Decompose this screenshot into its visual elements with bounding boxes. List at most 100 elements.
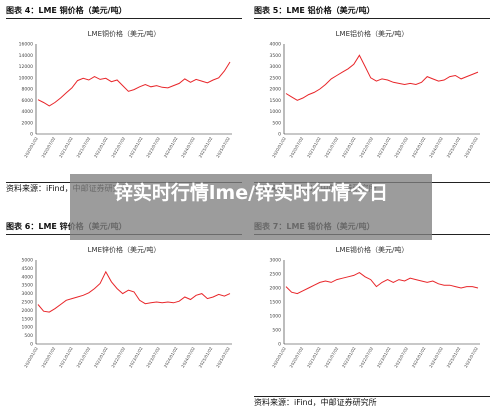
y-tick-label: 500 <box>272 120 281 126</box>
series-line <box>37 270 231 313</box>
x-tick-label: 2021/01/02 <box>58 346 74 369</box>
x-tick-label: 2020/07/02 <box>288 136 304 159</box>
line-chart: LME锌价格（美元/吨） 500045004000350030002500200… <box>22 245 232 369</box>
y-tick-label: 500 <box>24 333 33 339</box>
x-tick-label: 2025/07/02 <box>215 346 231 369</box>
figure-lme-zinc: 图表 6：LME 锌价格（美元/吨） LME锌价格（美元/吨） 5000 4500… <box>6 220 242 410</box>
y-tick-label: 3500 <box>22 283 34 289</box>
figure-lme-tin: 图表 7：LME 锡价格（美元/吨） LME锡价格（美元/吨） 30002500… <box>254 220 490 410</box>
x-tick-label: 2024/07/02 <box>180 346 196 369</box>
y-tick-label: 3000 <box>270 64 282 70</box>
x-tick-label: 2021/07/02 <box>323 136 339 159</box>
x-tick-label: 2023/01/02 <box>376 136 392 159</box>
y-tick-label: 500 <box>272 328 281 334</box>
y-tick-label: 0 <box>30 342 33 348</box>
y-tick-label: 0 <box>278 132 281 138</box>
x-tick-label: 2025/07/02 <box>463 136 479 159</box>
y-tick-label: 10000 <box>19 75 33 81</box>
y-tick-label: 3500 <box>270 53 282 59</box>
figure-heading: 图表 5：LME 铝价格（美元/吨） <box>254 4 490 19</box>
y-tick-label: 1000 <box>22 325 34 331</box>
y-tick-label: 1000 <box>270 109 282 115</box>
x-tick-label: 2021/07/02 <box>75 346 91 369</box>
line-chart: LME锡价格（美元/吨） 3000 2500 2000 1500 1000 500 0 20… <box>270 245 480 369</box>
y-tick-label: 0 <box>30 132 33 138</box>
y-tick-label: 2000 <box>270 286 282 292</box>
title-overlay-banner: 锌实时行情lme/锌实时行情今日 <box>70 174 432 240</box>
x-tick-label: 2024/01/02 <box>411 136 427 159</box>
x-tick-label: 2020/01/02 <box>271 346 287 369</box>
y-tick-label: 1500 <box>270 98 282 104</box>
y-tick-label: 2500 <box>270 272 282 278</box>
x-tick-label: 2020/07/02 <box>40 346 56 369</box>
x-tick-label: 2023/01/02 <box>376 346 392 369</box>
x-tick-label: 2022/01/02 <box>93 136 109 159</box>
x-tick-label: 2020/07/02 <box>288 346 304 369</box>
x-tick-label: 2022/07/02 <box>110 136 126 159</box>
y-tick-label: 2500 <box>22 300 34 306</box>
figure-source: 资料来源：iFind，中邮证券研究所 <box>254 396 490 409</box>
y-tick-label: 4000 <box>22 109 34 115</box>
y-tick-label: 8000 <box>22 87 34 93</box>
x-tick-label: 2021/01/02 <box>306 346 322 369</box>
y-tick-label: 1000 <box>270 314 282 320</box>
x-tick-label: 2022/07/02 <box>358 136 374 159</box>
x-tick-label: 2021/01/02 <box>306 136 322 159</box>
x-tick-label: 2020/01/02 <box>23 346 39 369</box>
y-tick-label: 6000 <box>22 98 34 104</box>
x-tick-label: 2022/01/02 <box>93 346 109 369</box>
x-tick-label: 2023/07/02 <box>145 136 161 159</box>
x-tick-label: 2022/07/02 <box>110 346 126 369</box>
chart-title: LME锌价格（美元/吨） <box>88 245 161 254</box>
line-chart: LME铝价格（美元/吨） 4000 3500 3000 2500 2000 1500 100… <box>270 29 480 159</box>
y-tick-label: 5000 <box>22 258 34 264</box>
x-tick-label: 2025/07/02 <box>215 136 231 159</box>
series-line <box>285 54 479 101</box>
x-tick-label: 2021/07/02 <box>75 136 91 159</box>
x-tick-label: 2022/01/02 <box>341 136 357 159</box>
y-tick-label: 2000 <box>22 308 34 314</box>
y-tick-label: 2000 <box>270 87 282 93</box>
chart-title: LME铝价格（美元/吨） <box>336 29 409 38</box>
x-tick-label: 2025/01/02 <box>446 136 462 159</box>
y-tick-label: 4000 <box>270 42 282 48</box>
x-tick-label: 2020/01/02 <box>23 136 39 159</box>
x-tick-label: 2024/01/02 <box>163 346 179 369</box>
chart-title: LME铜价格（美元/吨） <box>88 29 161 38</box>
x-tick-label: 2025/07/02 <box>463 346 479 369</box>
x-tick-label: 2020/07/02 <box>40 136 56 159</box>
x-tick-label: 2023/07/02 <box>393 346 409 369</box>
x-tick-label: 2024/01/02 <box>163 136 179 159</box>
x-tick-label: 2023/01/02 <box>128 136 144 159</box>
y-tick-label: 16000 <box>19 42 33 48</box>
figure-lme-aluminum: 图表 5：LME 铝价格（美元/吨） LME铝价格（美元/吨） 4000 3500… <box>254 4 490 198</box>
y-tick-label: 3000 <box>270 258 282 264</box>
x-tick-label: 2025/01/02 <box>446 346 462 369</box>
x-tick-label: 2021/01/02 <box>58 136 74 159</box>
x-tick-label: 2024/01/02 <box>411 346 427 369</box>
overlay-title: 锌实时行情lme/锌实时行情今日 <box>113 182 389 204</box>
x-tick-label: 2022/01/02 <box>341 346 357 369</box>
y-tick-label: 1500 <box>22 316 34 322</box>
x-tick-label: 2024/07/02 <box>428 136 444 159</box>
series-line <box>285 272 479 295</box>
x-tick-label: 2023/07/02 <box>393 136 409 159</box>
x-tick-label: 2023/07/02 <box>145 346 161 369</box>
x-tick-label: 2021/07/02 <box>323 346 339 369</box>
y-tick-label: 4000 <box>22 274 34 280</box>
chart-title: LME锡价格（美元/吨） <box>336 245 409 254</box>
x-tick-label: 2023/01/02 <box>128 346 144 369</box>
x-tick-label: 2025/01/02 <box>198 136 214 159</box>
y-tick-label: 12000 <box>19 64 33 70</box>
y-tick-label: 0 <box>278 342 281 348</box>
x-tick-label: 2020/01/02 <box>271 136 287 159</box>
x-tick-label: 2024/07/02 <box>180 136 196 159</box>
y-tick-label: 14000 <box>19 53 33 59</box>
y-tick-label: 2000 <box>22 120 34 126</box>
y-tick-label: 4500 <box>22 266 34 272</box>
x-tick-label: 2022/07/02 <box>358 346 374 369</box>
y-tick-label: 2500 <box>270 75 282 81</box>
x-tick-label: 2024/07/02 <box>428 346 444 369</box>
figure-heading: 图表 4：LME 铜价格（美元/吨） <box>6 4 242 19</box>
